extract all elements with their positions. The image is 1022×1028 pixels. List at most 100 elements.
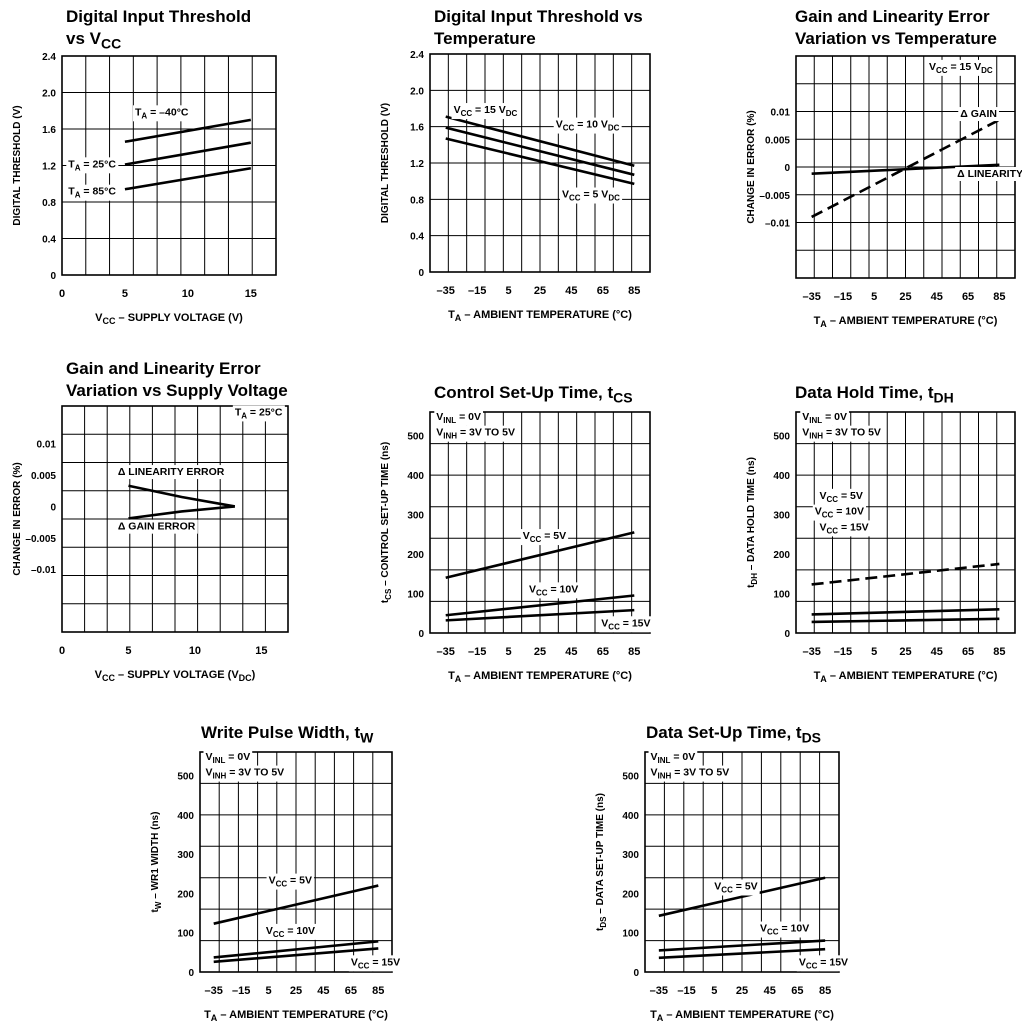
chart-title: Data Hold Time, tDH (795, 382, 954, 408)
x-tick-label: –35 (802, 646, 820, 658)
series-line (658, 947, 826, 960)
y-tick-label: 400 (177, 811, 194, 822)
plot-frame (795, 411, 1016, 634)
y-axis-label: tW – WR1 WIDTH (ns) (150, 812, 163, 913)
annotation-bg (434, 409, 484, 426)
annotation-label: Δ GAIN ERROR (118, 521, 196, 533)
annotation-label: VCC = 15 VDC (929, 61, 993, 75)
chart-title-line: Gain and Linearity Error (795, 7, 990, 26)
annotation-label: VCC = 5V (714, 881, 757, 895)
y-tick-label: 200 (622, 889, 639, 900)
chart-svg: –35 –15 5 25 45 65 85 –0.01 –0.005 0 0.005 0.01 TA –… (746, 55, 1022, 329)
y-tick-label: 1.6 (410, 123, 424, 134)
x-tick-label: 65 (345, 985, 357, 997)
x-tick-label: 10 (189, 645, 201, 657)
x-tick-label: 65 (597, 646, 609, 658)
annotation-bg (800, 409, 849, 426)
series-line (811, 163, 1000, 175)
x-axis-label: TA – AMBIENT TEMPERATURE (°C) (814, 670, 998, 684)
x-tick-label: 65 (962, 291, 974, 303)
series-line (445, 137, 635, 186)
y-tick-label: 0 (784, 629, 790, 640)
x-tick-label: 5 (125, 645, 131, 657)
annotation-bg (203, 765, 287, 782)
y-tick-label: 1.6 (42, 125, 56, 136)
y-tick-label: 0.4 (42, 235, 56, 246)
annotation-bg (115, 519, 198, 534)
plot-frame (61, 405, 289, 633)
annotation-label: VCC = 15 VDC (454, 104, 518, 118)
annotation-bg (796, 955, 851, 972)
y-tick-label: 0.8 (410, 195, 424, 206)
y-tick-label: 300 (407, 511, 424, 522)
chart-title-line: Control Set-Up Time, tCS (434, 383, 633, 406)
annotation-label: VINL = 0V (436, 411, 481, 425)
annotation-bg (66, 157, 119, 174)
annotation-bg (817, 520, 871, 537)
y-tick-label: –0.005 (759, 191, 790, 202)
series-line (128, 484, 236, 508)
y-tick-label: 0 (418, 629, 424, 640)
x-tick-label: 65 (962, 646, 974, 658)
y-tick-label: 0 (784, 163, 790, 174)
chart-title: Gain and Linearity Error Variation vs Tem… (795, 6, 997, 50)
y-tick-label: 0.01 (37, 440, 57, 451)
chart-svg: –35 –15 5 25 45 65 85 0 100 200 300 400 500 TA – AMBI… (380, 409, 653, 684)
annotation-bg (66, 184, 119, 201)
x-tick-label: –15 (232, 985, 250, 997)
series-line (445, 126, 635, 177)
chart-svg: –35 –15 5 25 45 65 85 0 0.4 0.8 1.2 1.6 2.0 2.4 TA – A… (380, 50, 651, 323)
x-tick-label: 65 (597, 285, 609, 297)
y-tick-label: 2.4 (42, 52, 56, 63)
plot-frame (644, 751, 840, 973)
chart-title-line: Gain and Linearity Error (66, 359, 261, 378)
chart-title: Digital Input Threshold vs Temperature (434, 6, 643, 50)
x-tick-label: 45 (931, 646, 943, 658)
annotation-label: VCC = 10V (760, 923, 809, 937)
annotation-label: VINH = 3V TO 5V (802, 427, 881, 441)
annotation-bg (955, 166, 1022, 181)
series-line (124, 166, 252, 191)
chart-title-line: Temperature (434, 29, 536, 48)
annotation-label: VCC = 5V (269, 875, 312, 889)
annotation-bg (434, 425, 517, 442)
series-line (213, 940, 379, 959)
y-tick-label: 0 (188, 968, 194, 979)
series-line (658, 876, 826, 918)
y-tick-label: 0 (50, 271, 56, 282)
series-line (213, 884, 379, 925)
annotation-label: TA = –40°C (135, 106, 189, 120)
x-tick-label: –35 (437, 646, 455, 658)
annotation-label: VCC = 5 VDC (562, 189, 620, 203)
plot-frame (429, 411, 651, 634)
x-tick-label: –15 (677, 985, 695, 997)
x-tick-label: 5 (871, 291, 877, 303)
annotation-bg (348, 955, 403, 972)
x-tick-label: 45 (317, 985, 329, 997)
y-tick-label: 0 (633, 968, 639, 979)
y-tick-label: 0 (50, 502, 56, 513)
y-axis-label: tDS – DATA SET-UP TIME (ns) (595, 793, 608, 931)
series-line (445, 115, 635, 167)
y-tick-label: 100 (622, 929, 639, 940)
x-tick-label: 5 (711, 985, 717, 997)
chart-title: Data Set-Up Time, tDS (646, 722, 821, 748)
annotation-bg (527, 582, 581, 599)
series-line (124, 118, 252, 144)
y-tick-label: 300 (622, 850, 639, 861)
y-tick-label: 100 (177, 929, 194, 940)
chart-title-line: Write Pulse Width, tW (201, 723, 374, 746)
x-tick-label: 5 (266, 985, 272, 997)
x-tick-label: 85 (993, 646, 1005, 658)
y-tick-label: 2.0 (42, 89, 56, 100)
x-tick-label: 45 (565, 646, 577, 658)
x-tick-label: –35 (650, 985, 668, 997)
y-tick-label: 0.005 (765, 135, 790, 146)
y-tick-label: 2.0 (410, 86, 424, 97)
chart-title: Digital Input Threshold vs VCC (66, 6, 251, 54)
annotation-bg (560, 187, 623, 204)
annotation-label: VINL = 0V (651, 751, 696, 765)
series-line (658, 939, 826, 952)
y-tick-label: –0.005 (25, 534, 56, 545)
